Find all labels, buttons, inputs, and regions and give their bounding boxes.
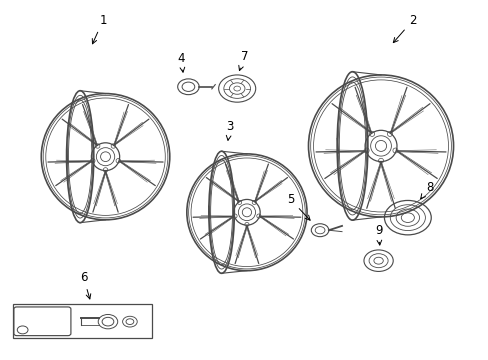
Text: 6: 6 [80, 271, 91, 299]
Text: 8: 8 [420, 181, 432, 199]
Bar [13, 304, 152, 338]
Text: 1: 1 [92, 14, 106, 44]
Text: 9: 9 [374, 224, 382, 245]
Text: 5: 5 [286, 193, 309, 220]
Text: 3: 3 [226, 121, 233, 140]
Text: 7: 7 [238, 50, 248, 71]
Text: 2: 2 [392, 14, 416, 42]
Text: 4: 4 [177, 51, 184, 72]
